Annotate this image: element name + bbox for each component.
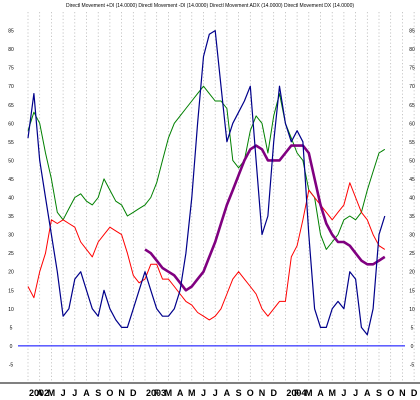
x-tick-label: S bbox=[236, 388, 242, 398]
y-tick-label: -5 bbox=[410, 362, 415, 368]
y-tick-label: 85 bbox=[409, 29, 415, 35]
x-tick-label: D bbox=[411, 388, 418, 398]
y-tick-label: 60 bbox=[409, 121, 415, 127]
y-tick-label: 5 bbox=[411, 325, 414, 331]
x-tick-label: D bbox=[270, 388, 277, 398]
y-tick-label: 10 bbox=[8, 307, 14, 313]
series-line-minus-di bbox=[27, 182, 386, 321]
x-tick-label: 2004 bbox=[286, 388, 306, 398]
x-tick-label: J bbox=[353, 388, 358, 398]
x-tick-label: A bbox=[36, 388, 43, 398]
x-tick-label: A bbox=[317, 388, 324, 398]
x-tick-label: J bbox=[341, 388, 346, 398]
x-tick-label: S bbox=[95, 388, 101, 398]
x-tick-label: A bbox=[364, 388, 371, 398]
x-tick-label: F bbox=[154, 388, 160, 398]
x-tick-label: F bbox=[294, 388, 300, 398]
x-tick-label: M bbox=[328, 388, 336, 398]
x-tick-label: J bbox=[213, 388, 218, 398]
x-tick-label: A bbox=[224, 388, 231, 398]
y-tick-label: 5 bbox=[10, 325, 13, 331]
x-tick-label: A bbox=[83, 388, 90, 398]
y-tick-label: 80 bbox=[409, 47, 415, 53]
y-tick-label: 35 bbox=[409, 214, 415, 220]
y-tick-label: 75 bbox=[8, 66, 14, 72]
y-tick-label: 70 bbox=[8, 84, 14, 90]
series-line-adx bbox=[144, 144, 386, 292]
y-tick-label: 40 bbox=[8, 196, 14, 202]
x-tick-label: O bbox=[106, 388, 113, 398]
x-tick-label: 2002 bbox=[29, 388, 49, 398]
x-tick-label: J bbox=[72, 388, 77, 398]
y-tick-label: 25 bbox=[409, 251, 415, 257]
y-tick-label: 50 bbox=[409, 158, 415, 164]
grid bbox=[27, 12, 415, 383]
y-tick-label: 0 bbox=[10, 344, 13, 350]
y-tick-label: 50 bbox=[8, 158, 14, 164]
y-tick-label: 30 bbox=[8, 233, 14, 239]
y-tick-label: 75 bbox=[409, 66, 415, 72]
y-tick-label: 65 bbox=[8, 103, 14, 109]
x-tick-label: M bbox=[48, 388, 56, 398]
y-axis-left: -5 0 5 10 15 20 25 30 35 40 45 50 55 60 65 70 75 80 85 bbox=[8, 29, 14, 369]
y-tick-label: 45 bbox=[409, 177, 415, 183]
y-tick-label: 25 bbox=[8, 251, 14, 257]
series bbox=[27, 30, 386, 336]
x-tick-label: J bbox=[61, 388, 66, 398]
y-tick-label: 80 bbox=[8, 47, 14, 53]
x-tick-label: M bbox=[165, 388, 173, 398]
x-tick-label: A bbox=[177, 388, 184, 398]
series-line-plus-di bbox=[27, 85, 386, 250]
y-tick-label: 15 bbox=[8, 288, 14, 294]
y-tick-label: 35 bbox=[8, 214, 14, 220]
y-tick-label: 0 bbox=[411, 344, 414, 350]
y-tick-label: 45 bbox=[8, 177, 14, 183]
y-tick-label: 20 bbox=[8, 270, 14, 276]
y-tick-label: 55 bbox=[409, 140, 415, 146]
y-tick-label: 60 bbox=[8, 121, 14, 127]
x-tick-label: M bbox=[188, 388, 196, 398]
series-line-dx bbox=[27, 30, 386, 336]
y-tick-label: 20 bbox=[409, 270, 415, 276]
y-axis-right: -5 0 5 10 15 20 25 30 35 40 45 50 55 60 65 70 75 80 85 bbox=[409, 29, 415, 369]
x-tick-label: O bbox=[387, 388, 394, 398]
y-tick-label: 40 bbox=[409, 196, 415, 202]
y-tick-label: 85 bbox=[8, 29, 14, 35]
x-tick-label: M bbox=[305, 388, 313, 398]
chart-title: Directl Movement +DI (14.0000) Directl M… bbox=[66, 3, 354, 9]
y-tick-label: 65 bbox=[409, 103, 415, 109]
x-tick-label: J bbox=[201, 388, 206, 398]
x-tick-label: O bbox=[247, 388, 254, 398]
x-tick-label: 2003 bbox=[146, 388, 166, 398]
y-tick-label: 30 bbox=[409, 233, 415, 239]
y-tick-label: -5 bbox=[9, 362, 14, 368]
y-tick-label: 10 bbox=[409, 307, 415, 313]
x-tick-label: N bbox=[399, 388, 406, 398]
x-tick-label: D bbox=[130, 388, 137, 398]
y-tick-label: 70 bbox=[409, 84, 415, 90]
x-tick-label: S bbox=[376, 388, 382, 398]
x-tick-label: N bbox=[259, 388, 266, 398]
y-tick-label: 15 bbox=[409, 288, 415, 294]
x-tick-label: N bbox=[118, 388, 125, 398]
y-tick-label: 55 bbox=[8, 140, 14, 146]
